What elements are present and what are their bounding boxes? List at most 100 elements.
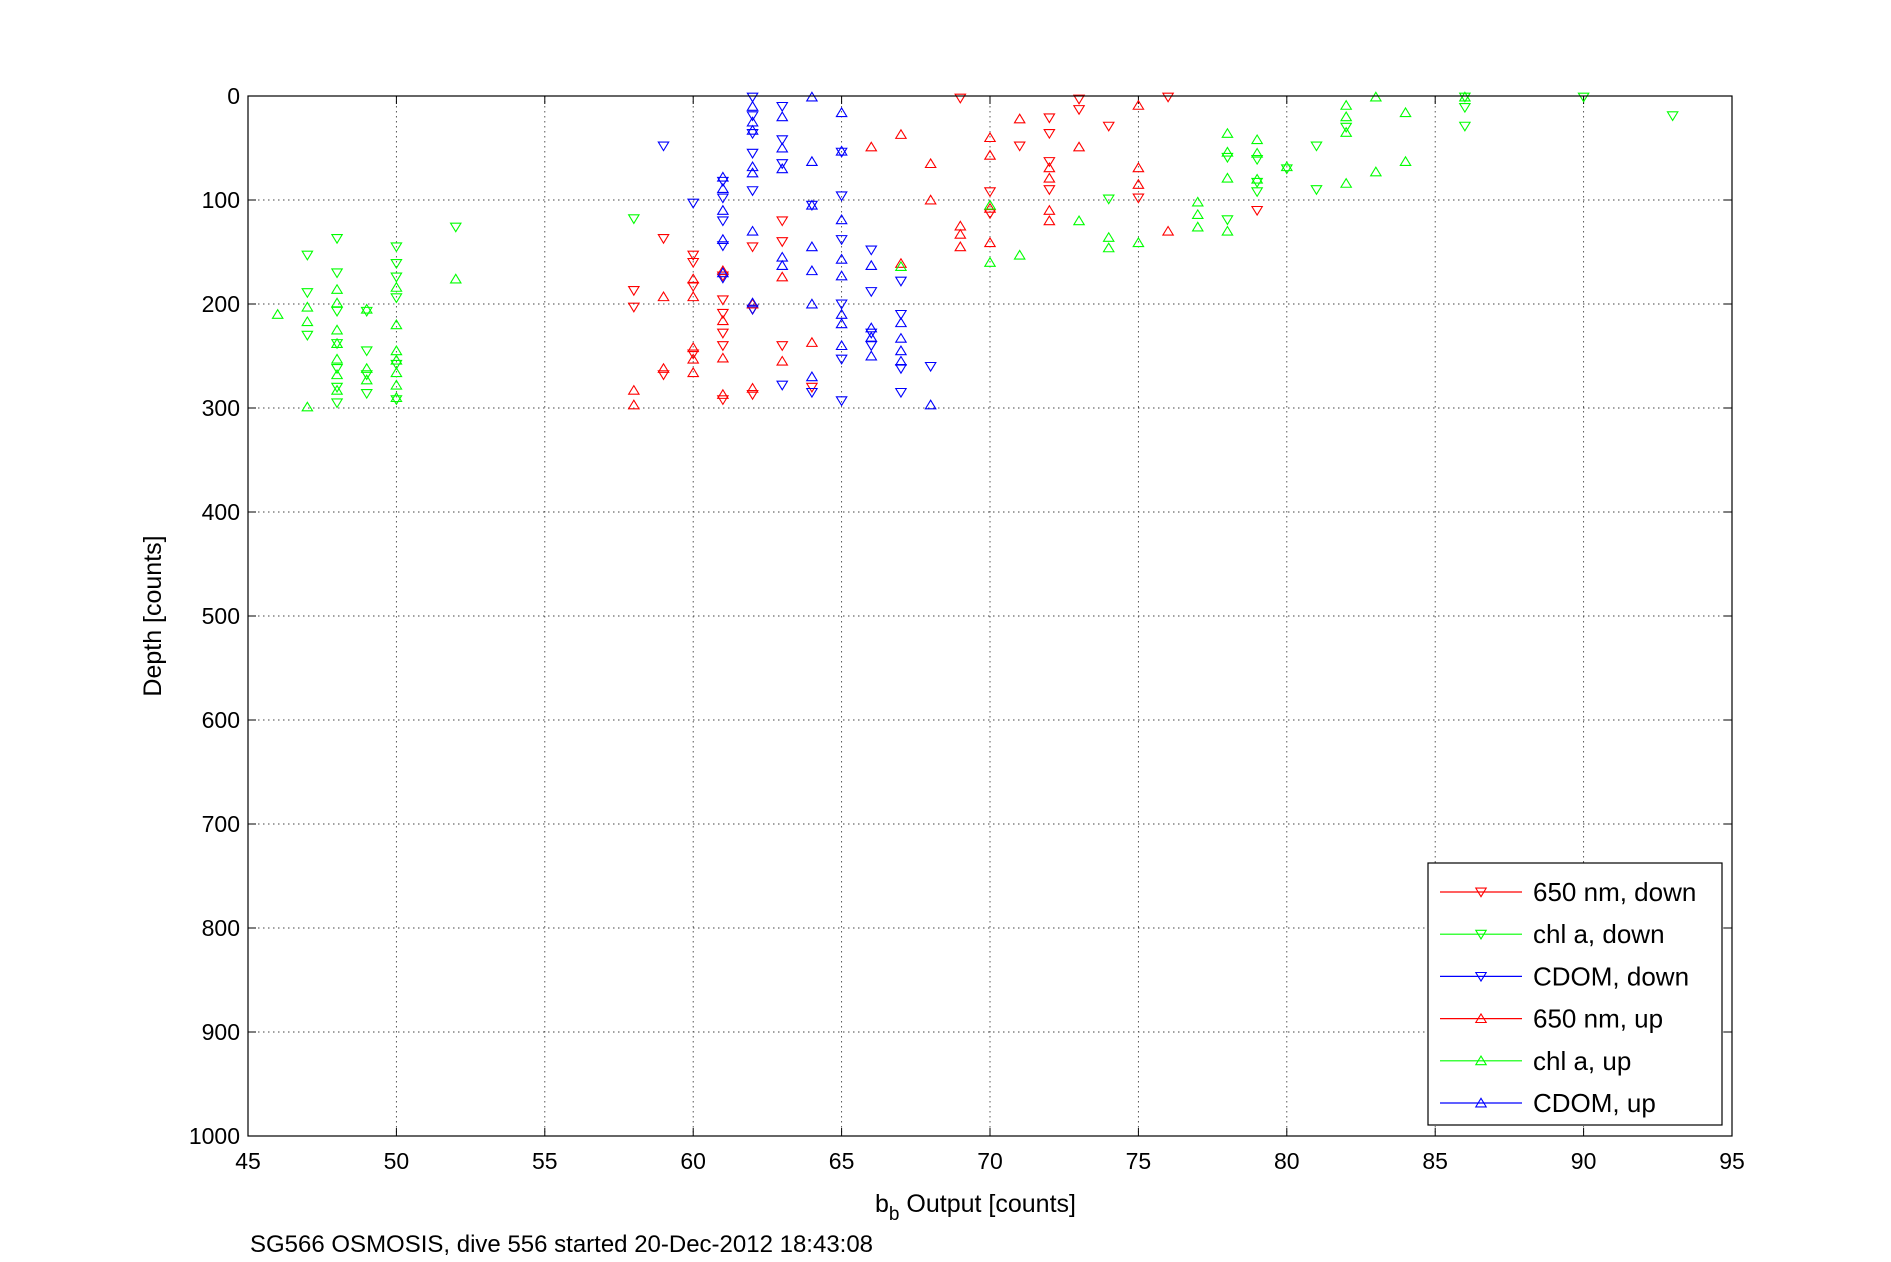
- y-tick-labels: 0 100 200 300 400 500 600 700 800 900 1000: [189, 83, 240, 1149]
- data-point: [1043, 113, 1056, 124]
- y-tick-label: 300: [202, 395, 240, 421]
- data-point: [1161, 225, 1175, 236]
- data-point: [1250, 187, 1264, 198]
- data-point: [330, 234, 344, 245]
- y-tick-label: 400: [202, 499, 240, 525]
- series-4: [271, 91, 1472, 412]
- data-point: [1339, 126, 1353, 137]
- data-point: [687, 250, 700, 261]
- data-point: [716, 395, 730, 406]
- data-point: [746, 167, 759, 178]
- data-point: [716, 182, 730, 194]
- data-point: [865, 350, 878, 361]
- data-point: [657, 290, 670, 302]
- data-point: [1369, 91, 1383, 102]
- data-point: [627, 302, 641, 313]
- data-point: [835, 318, 848, 329]
- data-point: [1221, 172, 1234, 183]
- data-point: [1072, 215, 1086, 226]
- data-point: [1399, 106, 1412, 118]
- x-tick-label: 75: [1126, 1148, 1152, 1174]
- legend-marker: [1474, 887, 1488, 898]
- x-tick-label: 60: [680, 1148, 706, 1174]
- legend-entry: chl a, up: [1440, 1046, 1631, 1076]
- legend-entry: 650 nm, up: [1440, 1004, 1663, 1034]
- data-point: [894, 257, 908, 268]
- data-point: [746, 382, 759, 393]
- legend-marker: [1474, 1012, 1488, 1024]
- data-point: [330, 297, 344, 308]
- data-point: [657, 141, 670, 152]
- data-point: [657, 370, 670, 381]
- data-point: [1221, 146, 1234, 157]
- data-point: [865, 259, 878, 270]
- data-point: [1132, 236, 1145, 248]
- data-point: [776, 163, 789, 174]
- data-point: [776, 142, 789, 153]
- series-0: [627, 92, 1264, 406]
- data-point: [271, 308, 284, 319]
- data-point: [776, 216, 789, 227]
- data-point: [330, 353, 344, 364]
- data-point: [301, 315, 314, 327]
- data-point: [894, 128, 908, 139]
- data-point: [1458, 121, 1472, 132]
- series-5: [716, 91, 937, 410]
- y-tick-label: 1000: [189, 1123, 240, 1149]
- legend-label: CDOM, down: [1533, 961, 1689, 991]
- data-point: [657, 234, 670, 245]
- data-point: [746, 242, 759, 253]
- data-point: [687, 290, 700, 302]
- data-point: [776, 237, 789, 248]
- x-tick-label: 50: [384, 1148, 410, 1174]
- data-point: [1280, 164, 1293, 175]
- data-point: [805, 336, 819, 347]
- x-axis-label: bb Output [counts]: [875, 1190, 1076, 1225]
- data-point: [805, 264, 819, 276]
- data-point: [330, 324, 344, 335]
- data-point: [716, 233, 730, 244]
- data-point: [330, 268, 344, 279]
- data-point: [746, 111, 759, 122]
- legend-entry: chl a, down: [1440, 919, 1665, 949]
- data-point: [983, 149, 997, 160]
- data-point: [716, 341, 730, 352]
- data-point: [657, 362, 670, 373]
- data-point: [835, 147, 848, 158]
- data-point: [835, 354, 848, 365]
- x-axis-label-subscript: b: [889, 1204, 900, 1225]
- data-point: [301, 301, 314, 312]
- data-point: [716, 241, 730, 252]
- data-point: [716, 388, 730, 399]
- data-point: [716, 314, 730, 326]
- data-point: [805, 91, 819, 102]
- data-point: [746, 92, 759, 103]
- data-point: [330, 384, 344, 395]
- data-point: [1013, 113, 1026, 124]
- data-point: [746, 148, 759, 159]
- data-point: [894, 316, 908, 328]
- data-point: [746, 304, 759, 315]
- data-point: [894, 260, 908, 272]
- y-tick-label: 0: [227, 83, 240, 109]
- grid: [248, 96, 1732, 1136]
- data-point: [954, 228, 967, 239]
- data-point: [390, 319, 403, 330]
- data-point: [1102, 121, 1115, 132]
- data-point: [1221, 152, 1234, 164]
- data-point: [1043, 157, 1056, 168]
- data-point: [894, 355, 908, 366]
- x-tick-label: 70: [977, 1148, 1003, 1174]
- data-point: [1072, 94, 1086, 105]
- data-point: [983, 199, 997, 210]
- legend-entry: CDOM, down: [1440, 961, 1689, 991]
- data-point: [1102, 194, 1115, 205]
- data-point: [1132, 178, 1145, 189]
- data-point: [390, 272, 403, 283]
- data-point: [746, 100, 759, 111]
- data-point: [627, 384, 641, 395]
- data-point: [1132, 99, 1145, 110]
- data-point: [687, 353, 700, 364]
- data-point: [776, 111, 789, 122]
- data-point: [865, 287, 878, 298]
